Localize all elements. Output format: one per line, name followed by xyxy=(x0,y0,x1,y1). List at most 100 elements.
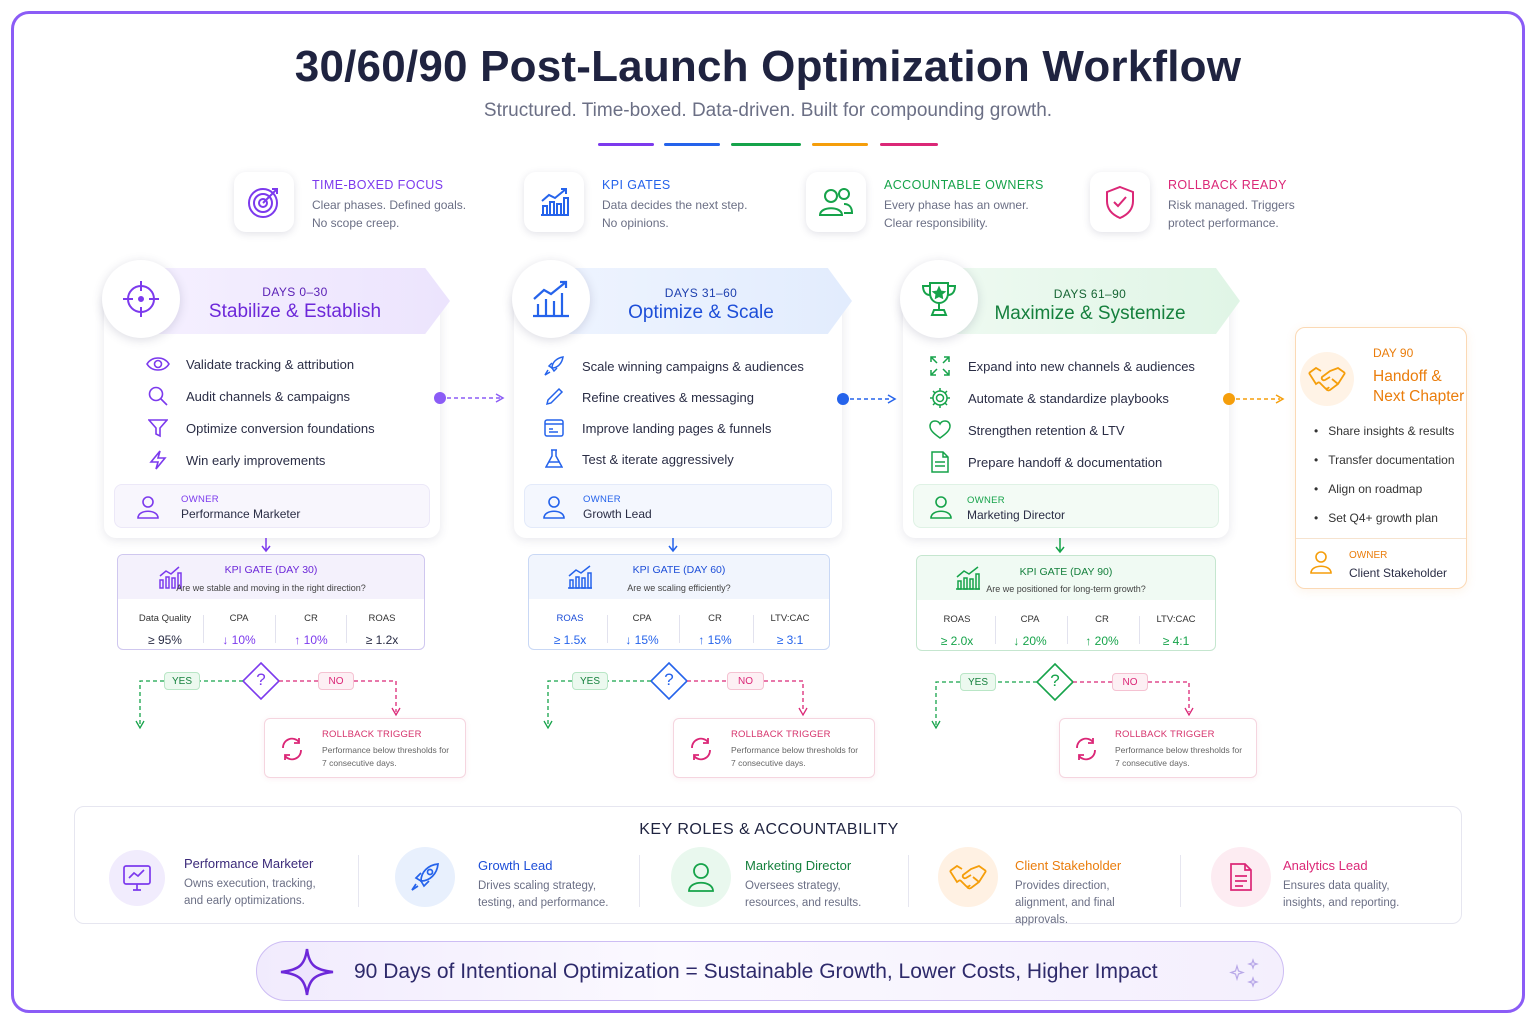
trophy-icon xyxy=(900,260,978,338)
pillar-time-boxed: TIME-BOXED FOCUS Clear phases. Defined g… xyxy=(234,172,494,244)
flask-icon xyxy=(542,449,566,469)
accent-bar-purple xyxy=(598,143,654,146)
shield-icon xyxy=(1090,172,1150,232)
accent-bar-pink xyxy=(880,143,938,146)
page-title: 30/60/90 Post-Launch Optimization Workfl… xyxy=(294,42,1242,91)
role-name: Client Stakeholder xyxy=(1015,858,1122,873)
refresh-icon xyxy=(688,736,714,767)
chart-icon xyxy=(955,566,981,595)
accent-bar-green xyxy=(731,143,801,146)
users-icon xyxy=(806,172,866,232)
decision-diamond xyxy=(241,661,281,701)
sparkle-icon xyxy=(279,947,335,1002)
person-icon xyxy=(930,495,952,524)
gate-title: KPI GATE (DAY 90) xyxy=(1019,566,1113,578)
list-item: Audit channels & campaigns xyxy=(146,386,436,406)
metric: CR ↑ 15% xyxy=(698,613,732,647)
metric: CPA ↓ 20% xyxy=(1013,614,1047,648)
chart-icon xyxy=(567,565,593,594)
role-name: Marketing Director xyxy=(745,858,852,873)
role-desc: Oversees strategy, resources, and result… xyxy=(745,880,862,909)
accent-bar-orange xyxy=(812,143,868,146)
chart-icon xyxy=(158,565,182,594)
metric: Data Quality ≥ 95% xyxy=(138,613,192,647)
owner-box-3: OWNER Marketing Director xyxy=(913,484,1219,528)
rollback-box-1: ROLLBACK TRIGGER Performance below thres… xyxy=(264,718,466,778)
owner-label: OWNER xyxy=(583,494,621,505)
pillar-owners: ACCOUNTABLE OWNERS Every phase has an ow… xyxy=(806,172,1066,244)
question-icon: ? xyxy=(1050,671,1060,690)
browser-icon xyxy=(542,418,566,438)
rollback-desc: Performance below thresholds for 7 conse… xyxy=(322,745,450,768)
roles-title: KEY ROLES & ACCOUNTABILITY xyxy=(639,821,899,838)
list-item: Win early improvements xyxy=(146,450,436,470)
person-icon xyxy=(543,495,565,524)
role-desc: Drives scaling strategy, testing, and pe… xyxy=(478,880,609,909)
refresh-icon xyxy=(279,736,305,767)
list-item: Optimize conversion foundations xyxy=(146,418,436,438)
list-item: • Share insights & results xyxy=(1314,424,1455,438)
list-item: Strengthen retention & LTV xyxy=(928,420,1224,440)
list-item: • Transfer documentation xyxy=(1314,453,1455,467)
pillar-title: ACCOUNTABLE OWNERS xyxy=(884,178,1044,192)
roles-section: KEY ROLES & ACCOUNTABILITY Performance M… xyxy=(74,806,1462,926)
no-pill: NO xyxy=(727,672,764,690)
gate-title: KPI GATE (DAY 30) xyxy=(224,564,318,576)
eye-icon xyxy=(146,354,170,374)
chart-icon xyxy=(524,172,584,232)
owner-label: OWNER xyxy=(1349,550,1388,561)
bolt-icon xyxy=(146,450,170,470)
heart-icon xyxy=(928,420,952,440)
handshake-icon xyxy=(1300,352,1354,406)
pillar-desc: Data decides the next step. No opinions. xyxy=(602,198,748,230)
list-item: • Align on roadmap xyxy=(1314,482,1423,496)
list-item: Scale winning campaigns & audiences xyxy=(542,356,838,376)
owner-label: OWNER xyxy=(967,495,1005,506)
list-item: Refine creatives & messaging xyxy=(542,387,838,407)
gate-question: Are we scaling efficiently? xyxy=(627,583,731,593)
metric: CR ↑ 10% xyxy=(294,613,328,647)
document-icon xyxy=(928,451,952,473)
phase-name: Maximize & Systemize xyxy=(994,303,1186,324)
phase-banner-3: DAYS 61–90 Maximize & Systemize xyxy=(940,268,1240,334)
phase-banner-2: DAYS 31–60 Optimize & Scale xyxy=(550,268,852,334)
rocket-icon xyxy=(542,356,566,376)
metric: ROAS ≥ 2.0x xyxy=(940,614,974,648)
list-item: Test & iterate aggressively xyxy=(542,449,838,469)
handoff-day: DAY 90 xyxy=(1373,346,1414,360)
list-item: • Set Q4+ growth plan xyxy=(1314,511,1438,525)
gate-question: Are we stable and moving in the right di… xyxy=(176,583,366,593)
pillar-desc: Clear phases. Defined goals. No scope cr… xyxy=(312,198,467,230)
phase-items-1: Validate tracking & attribution Audit ch… xyxy=(146,354,436,470)
phase-days: DAYS 61–90 xyxy=(1053,287,1127,301)
person-icon xyxy=(671,847,731,907)
question-icon: ? xyxy=(664,670,674,689)
decision-diamond xyxy=(649,661,689,701)
pillar-desc: Risk managed. Triggers protect performan… xyxy=(1168,198,1295,230)
owner-label: OWNER xyxy=(181,494,219,505)
owner-name: Growth Lead xyxy=(583,507,652,521)
gate-question: Are we positioned for long-term growth? xyxy=(986,584,1146,594)
phase-items-2: Scale winning campaigns & audiences Refi… xyxy=(542,356,838,469)
footer-tagline: 90 Days of Intentional Optimization = Su… xyxy=(354,960,1158,983)
target-icon xyxy=(234,172,294,232)
pen-icon xyxy=(542,387,566,407)
role-desc: Ensures data quality, insights, and repo… xyxy=(1283,880,1400,909)
rollback-desc: Performance below thresholds for 7 conse… xyxy=(731,745,859,768)
list-item: Improve landing pages & funnels xyxy=(542,418,838,438)
phase-banner-1: DAYS 0–30 Stabilize & Establish xyxy=(140,268,450,334)
pillar-desc: Every phase has an owner. Clear responsi… xyxy=(884,198,1029,230)
phase-name: Optimize & Scale xyxy=(628,302,774,323)
crosshair-icon xyxy=(102,260,180,338)
question-icon: ? xyxy=(256,670,266,689)
decision-diamond xyxy=(1035,662,1075,702)
kpi-gate-3: KPI GATE (DAY 90) Are we positioned for … xyxy=(916,555,1216,651)
list-item: Prepare handoff & documentation xyxy=(928,451,1224,473)
rollback-title: ROLLBACK TRIGGER xyxy=(1115,729,1215,740)
phase-items-3: Expand into new channels & audiences Aut… xyxy=(928,356,1224,473)
refresh-icon xyxy=(1073,736,1099,767)
phase-days: DAYS 0–30 xyxy=(262,285,328,299)
owner-name: Client Stakeholder xyxy=(1349,566,1448,580)
phase-name: Stabilize & Establish xyxy=(208,301,382,322)
